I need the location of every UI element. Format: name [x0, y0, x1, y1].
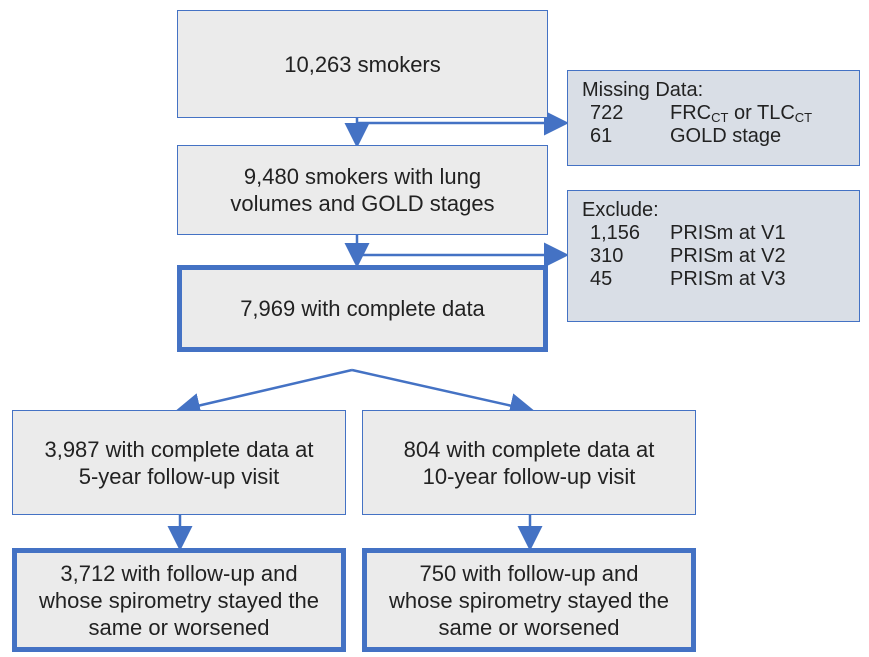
arrow — [175, 368, 353, 418]
node-text: whose spirometry stayed the — [388, 587, 670, 613]
side-row: 61 GOLD stage — [582, 125, 845, 148]
label-part: GOLD stage — [670, 125, 782, 147]
count: 61 — [590, 125, 613, 147]
node: 3,987 with complete data at 5-year follow… — [12, 410, 346, 515]
node-text: 5-year follow-up visit — [78, 463, 280, 489]
node-text: volumes and GOLD stages — [230, 191, 495, 216]
node-text: 3,712 with follow-up and — [60, 560, 298, 586]
label: PRISm at V1 — [670, 222, 786, 245]
side-row: 722 FRCCT or TLCCT — [582, 102, 845, 125]
label-part: PRISm at V1 — [670, 222, 786, 244]
label: PRISm at V2 — [670, 245, 786, 268]
node-text: 7,969 with complete data — [240, 296, 485, 321]
side-title: Missing Data: — [582, 79, 704, 101]
node-text: 750 with follow-up and — [419, 560, 639, 586]
node-text: 804 with complete data at — [403, 436, 655, 462]
count: 1,156 — [590, 222, 641, 244]
label: PRISm at V3 — [670, 268, 786, 291]
node-text: 10,263 smokers — [284, 51, 441, 77]
side-row: 45 PRISm at V3 — [582, 268, 845, 291]
arrow — [351, 368, 535, 418]
node-text: 9,480 smokers with lung — [243, 164, 482, 189]
node-text: 3,987 with complete data at — [44, 436, 314, 462]
side-box: Missing Data: 722 FRCCT or TLCCT 61 GOLD sta… — [567, 70, 860, 166]
label-part: or TLC — [728, 102, 795, 124]
node: 7,969 with complete data — [177, 265, 548, 352]
side-box: Exclude: 1,156 PRISm at V1 310 PRISm at V2 45… — [567, 190, 860, 322]
label-part: PRISm at V2 — [670, 245, 786, 267]
node: 9,480 smokers with lung volumes and GOLD … — [177, 145, 548, 235]
side-row: 1,156 PRISm at V1 — [582, 222, 845, 245]
node-text: 10-year follow-up visit — [422, 463, 636, 489]
node-text: same or worsened — [88, 614, 270, 640]
node-text: whose spirometry stayed the — [38, 587, 320, 613]
count: 45 — [590, 268, 613, 290]
label: GOLD stage — [670, 125, 781, 148]
label-part: PRISm at V3 — [670, 268, 786, 290]
node: 3,712 with follow-up and whose spirometry… — [12, 548, 346, 652]
side-row: 310 PRISm at V2 — [582, 245, 845, 268]
label: FRCCT or TLCCT — [670, 102, 812, 125]
node-text: same or worsened — [438, 614, 620, 640]
side-title: Exclude: — [582, 199, 659, 221]
label-part: CT — [794, 110, 813, 125]
node: 10,263 smokers — [177, 10, 548, 118]
count: 310 — [590, 245, 624, 267]
label-part: FRC — [670, 102, 712, 124]
node: 750 with follow-up and whose spirometry s… — [362, 548, 696, 652]
count: 722 — [590, 102, 624, 124]
node: 804 with complete data at 10-year follow-… — [362, 410, 696, 515]
label-part: CT — [711, 110, 729, 125]
